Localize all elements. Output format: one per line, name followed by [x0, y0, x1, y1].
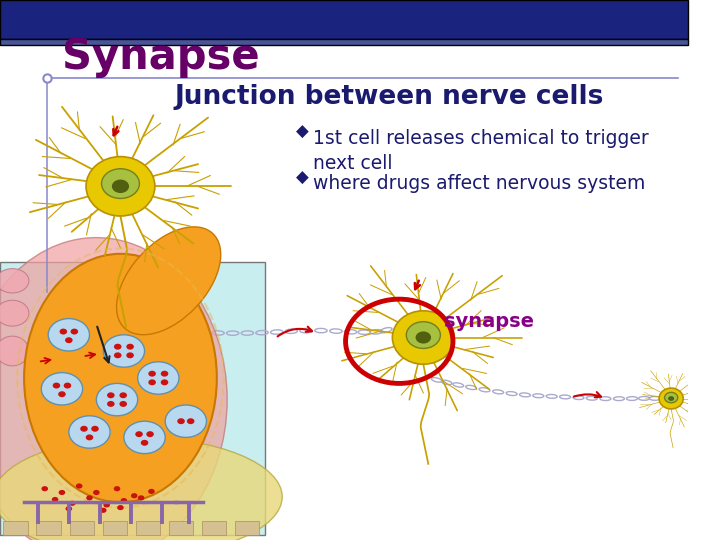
Circle shape	[52, 497, 58, 502]
Ellipse shape	[668, 396, 674, 401]
Circle shape	[48, 319, 89, 351]
FancyBboxPatch shape	[37, 521, 60, 535]
FancyBboxPatch shape	[0, 39, 688, 45]
Circle shape	[66, 506, 72, 511]
Text: synapse: synapse	[444, 312, 534, 331]
FancyBboxPatch shape	[168, 521, 193, 535]
Text: ◆: ◆	[296, 123, 309, 141]
Circle shape	[126, 344, 134, 350]
Text: where drugs affect nervous system: where drugs affect nervous system	[313, 174, 646, 193]
Ellipse shape	[0, 269, 29, 293]
Circle shape	[187, 418, 194, 424]
Text: ◆: ◆	[296, 168, 309, 186]
Text: Synapse: Synapse	[62, 36, 260, 78]
Ellipse shape	[659, 388, 683, 409]
Ellipse shape	[0, 238, 227, 540]
Ellipse shape	[0, 300, 29, 326]
FancyBboxPatch shape	[0, 262, 265, 535]
FancyBboxPatch shape	[4, 521, 27, 535]
Circle shape	[42, 486, 48, 491]
Circle shape	[58, 391, 66, 397]
Circle shape	[148, 370, 156, 377]
Circle shape	[53, 382, 60, 388]
Ellipse shape	[665, 393, 678, 403]
Circle shape	[71, 328, 78, 334]
Circle shape	[107, 401, 114, 407]
Circle shape	[117, 505, 124, 510]
Circle shape	[93, 490, 99, 495]
FancyBboxPatch shape	[235, 521, 258, 535]
Circle shape	[131, 493, 138, 498]
Ellipse shape	[117, 227, 221, 335]
FancyBboxPatch shape	[102, 521, 127, 535]
Circle shape	[114, 344, 122, 350]
Circle shape	[104, 502, 110, 508]
Circle shape	[120, 401, 127, 407]
Circle shape	[86, 495, 93, 501]
Circle shape	[141, 440, 148, 446]
Ellipse shape	[406, 322, 441, 348]
Circle shape	[114, 353, 122, 359]
Ellipse shape	[112, 179, 129, 193]
Circle shape	[63, 382, 71, 388]
FancyBboxPatch shape	[135, 521, 160, 535]
Ellipse shape	[24, 254, 217, 502]
Ellipse shape	[392, 310, 454, 364]
Circle shape	[114, 486, 120, 491]
Circle shape	[103, 335, 145, 367]
Circle shape	[58, 490, 66, 495]
Circle shape	[91, 426, 99, 432]
Circle shape	[69, 416, 110, 448]
Circle shape	[121, 498, 127, 503]
Text: 1st cell releases chemical to trigger
next cell: 1st cell releases chemical to trigger ne…	[313, 129, 649, 172]
Circle shape	[148, 489, 155, 494]
Ellipse shape	[0, 336, 29, 366]
Circle shape	[76, 483, 83, 489]
Circle shape	[138, 495, 145, 501]
Circle shape	[126, 353, 134, 359]
Circle shape	[80, 426, 88, 432]
FancyBboxPatch shape	[70, 521, 94, 535]
Circle shape	[60, 328, 67, 334]
FancyBboxPatch shape	[0, 0, 688, 39]
Circle shape	[69, 501, 76, 506]
Circle shape	[177, 418, 185, 424]
Circle shape	[41, 373, 83, 405]
FancyBboxPatch shape	[202, 521, 226, 535]
Circle shape	[138, 362, 179, 394]
Circle shape	[161, 379, 168, 386]
Circle shape	[146, 431, 154, 437]
Ellipse shape	[0, 437, 282, 540]
Circle shape	[124, 421, 165, 454]
Ellipse shape	[102, 168, 140, 199]
Circle shape	[165, 405, 207, 437]
Text: Junction between nerve cells: Junction between nerve cells	[174, 84, 603, 110]
Circle shape	[161, 370, 168, 377]
Circle shape	[86, 434, 94, 441]
Circle shape	[135, 431, 143, 437]
Ellipse shape	[415, 332, 431, 343]
Circle shape	[96, 383, 138, 416]
Circle shape	[148, 379, 156, 386]
Circle shape	[120, 392, 127, 399]
Circle shape	[100, 508, 107, 513]
Ellipse shape	[86, 157, 155, 216]
Circle shape	[65, 337, 73, 343]
Circle shape	[107, 392, 114, 399]
